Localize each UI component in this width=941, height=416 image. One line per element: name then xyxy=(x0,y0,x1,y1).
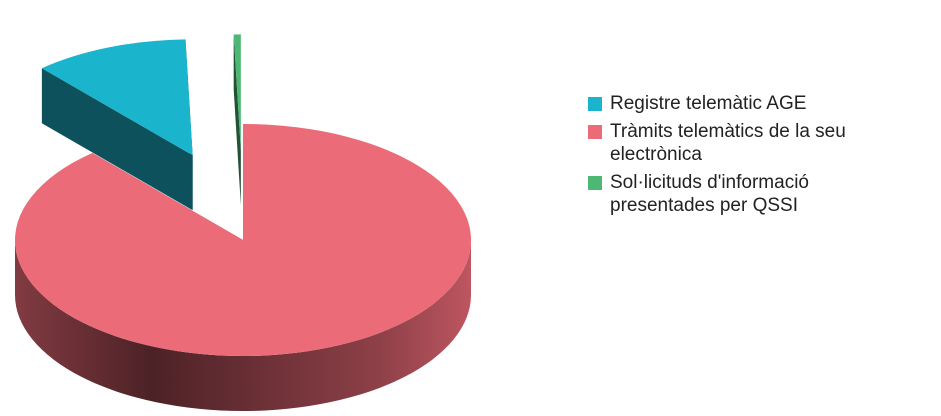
slice-top xyxy=(233,34,241,151)
pie-slice xyxy=(41,39,193,211)
legend-label: Sol·licituds d'informació presentades pe… xyxy=(610,172,809,216)
pie-slice xyxy=(14,124,471,411)
slice-side xyxy=(15,240,471,411)
legend-item: Registre telemàtic AGE xyxy=(588,92,888,115)
legend-label: Tràmits telemàtics de la seu electrònica xyxy=(610,121,846,165)
legend-item: Tràmits telemàtics de la seu electrònica xyxy=(588,120,888,166)
pie-slice xyxy=(233,34,241,206)
slice-face xyxy=(41,68,193,211)
legend-swatch xyxy=(588,97,602,111)
slice-top xyxy=(14,124,471,356)
legend-swatch xyxy=(588,125,602,139)
legend-label: Registre telemàtic AGE xyxy=(610,93,807,114)
legend-item: Sol·licituds d'informació presentades pe… xyxy=(588,171,888,217)
legend: Registre telemàtic AGE Tràmits telemàtics… xyxy=(588,92,888,222)
slice-top xyxy=(41,39,193,156)
legend-swatch xyxy=(588,176,602,190)
slice-face xyxy=(233,34,241,206)
